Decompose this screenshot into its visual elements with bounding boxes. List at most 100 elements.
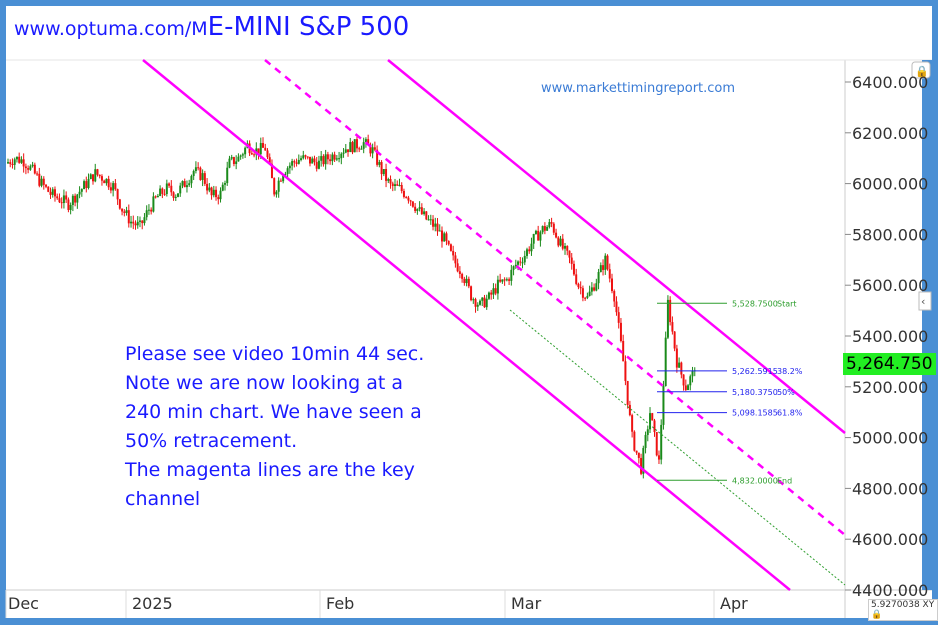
note-line: channel	[125, 488, 201, 510]
candle-body	[232, 157, 235, 164]
candle-body	[170, 185, 173, 193]
candle-body	[127, 210, 130, 224]
scrollbar[interactable]	[922, 60, 932, 590]
candle-body	[570, 257, 573, 264]
candle-body	[483, 297, 486, 308]
candle-body	[159, 188, 162, 196]
candle-body	[313, 158, 316, 163]
fib-level-label: Start	[777, 299, 797, 308]
candle-body	[221, 184, 224, 191]
candle-body	[143, 217, 146, 224]
fib-level-label: End	[777, 476, 792, 485]
candle-body	[599, 265, 602, 273]
candle-body	[362, 142, 365, 149]
candle-body	[485, 298, 488, 308]
candle-body	[427, 219, 430, 221]
candle-body	[18, 156, 21, 163]
candle-body	[519, 261, 522, 263]
y-tick-label: 6000.000	[852, 175, 928, 194]
candle-body	[201, 173, 204, 180]
candle-body	[109, 187, 112, 191]
candle-body	[369, 144, 372, 154]
candle-body	[58, 198, 61, 203]
candle-body	[49, 191, 52, 195]
y-tick-label: 5400.000	[852, 327, 928, 346]
lock-icon: 🔒	[915, 65, 929, 78]
candle-body	[76, 194, 79, 203]
candle-body	[262, 143, 265, 148]
candle-body	[503, 279, 506, 281]
candle-body	[317, 160, 320, 169]
candle-body	[92, 174, 95, 182]
collapse-button[interactable]	[918, 291, 932, 311]
candle-body	[27, 168, 30, 170]
candle-body	[440, 230, 443, 242]
candle-body	[438, 230, 441, 232]
candle-body	[304, 155, 307, 157]
candle-body	[257, 148, 260, 155]
candle-body	[512, 266, 515, 270]
candle-body	[165, 183, 168, 194]
channel-lower-line	[142, 59, 791, 591]
candle-body	[546, 226, 549, 231]
candle-body	[134, 223, 137, 226]
candle-body	[653, 420, 656, 433]
candle-body	[132, 221, 135, 224]
y-tick-label: 4600.000	[852, 530, 928, 549]
candle-body	[344, 149, 347, 153]
candle-body	[561, 238, 564, 249]
candle-body	[275, 191, 278, 195]
candle-body	[326, 154, 329, 160]
candle-body	[479, 300, 482, 305]
candle-body	[671, 322, 674, 332]
candle-body	[253, 154, 256, 156]
lock-button[interactable]	[911, 61, 931, 79]
candle-body	[530, 243, 533, 252]
candle-body	[40, 178, 43, 186]
candle-body	[235, 161, 238, 164]
candle-body	[380, 162, 383, 175]
candle-body	[628, 404, 631, 416]
candle-body	[203, 173, 206, 184]
candle-body	[505, 279, 508, 281]
candle-body	[53, 189, 56, 197]
candle-body	[89, 174, 92, 180]
candle-body	[539, 232, 542, 241]
candle-body	[154, 196, 157, 198]
trend-dotted-line	[509, 309, 846, 586]
candle-body	[107, 178, 110, 188]
candle-body	[619, 322, 622, 341]
candle-body	[244, 147, 247, 155]
candle-body	[514, 264, 517, 267]
candle-body	[532, 233, 535, 244]
candle-body	[168, 183, 171, 186]
candle-body	[145, 210, 148, 218]
y-tick-label: 4400.000	[852, 581, 928, 600]
chart-window	[6, 6, 932, 618]
candle-body	[429, 219, 432, 221]
candle-body	[103, 180, 106, 184]
candle-body	[615, 301, 618, 313]
candle-body	[125, 210, 128, 213]
candle-body	[635, 450, 638, 453]
lock-icon[interactable]: 🔒	[871, 610, 883, 620]
candle-body	[622, 340, 625, 362]
candle-body	[402, 190, 405, 197]
candle-body	[177, 193, 180, 197]
candle-body	[387, 179, 390, 181]
candle-body	[33, 164, 36, 174]
candle-body	[239, 155, 242, 157]
candle-body	[678, 362, 681, 368]
candle-body	[98, 174, 101, 177]
candle-body	[669, 299, 672, 323]
candle-body	[449, 244, 452, 251]
candle-body	[559, 238, 562, 246]
coord-mode[interactable]: XY	[922, 600, 935, 610]
candle-body	[664, 337, 667, 387]
candle-body	[340, 153, 343, 159]
candle-body	[286, 168, 289, 174]
x-tick-label: Dec	[8, 594, 39, 613]
candle-body	[624, 361, 627, 381]
candle-body	[355, 139, 358, 149]
